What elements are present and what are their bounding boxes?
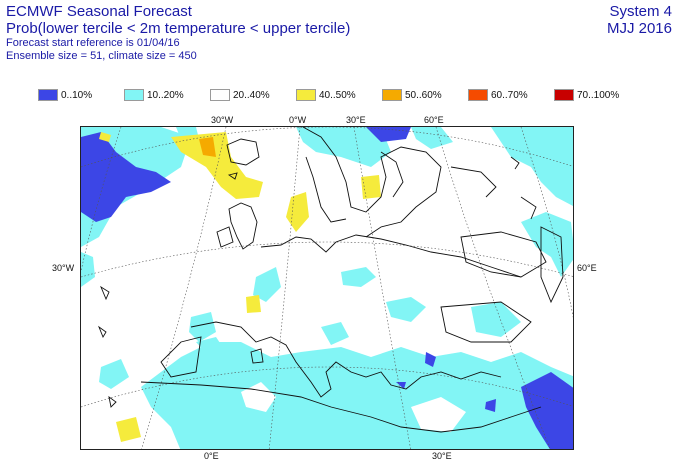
top-lon-label: 0°W	[289, 115, 307, 125]
legend-swatch	[382, 89, 402, 101]
system-label: System 4	[609, 3, 672, 20]
bottom-lon-label: 0°E	[204, 451, 219, 461]
legend-label: 20..40%	[233, 90, 270, 101]
map-subtitle: Prob(lower tercile < 2m temperature < up…	[6, 20, 351, 37]
legend-label: 70..100%	[577, 90, 620, 101]
top-lon-label: 60°E	[424, 115, 444, 125]
left-lon-label: 30°W	[52, 263, 75, 273]
period-label: MJJ 2016	[606, 20, 672, 37]
legend-label: 10..20%	[147, 90, 184, 101]
legend-swatch	[38, 89, 58, 101]
coastlines	[98, 127, 564, 433]
legend-label: 0..10%	[61, 90, 93, 101]
right-lon-label: 60°E	[577, 263, 597, 273]
legend-label: 60..70%	[491, 90, 528, 101]
legend-label: 50..60%	[405, 90, 442, 101]
map-canvas	[81, 127, 573, 449]
forecast-map	[80, 126, 574, 450]
ensemble-size-text: Ensemble size = 51, climate size = 450	[6, 50, 197, 62]
blue-shading	[81, 127, 573, 449]
top-lon-label: 30°E	[346, 115, 366, 125]
legend-swatch	[468, 89, 488, 101]
legend-swatch	[124, 89, 144, 101]
bottom-lon-label: 30°E	[432, 451, 452, 461]
system-block: System 4 MJJ 2016	[607, 3, 672, 37]
orange-shading	[199, 137, 216, 157]
map-title: ECMWF Seasonal Forecast	[6, 3, 192, 20]
title-block: ECMWF Seasonal Forecast Prob(lower terci…	[6, 3, 350, 63]
yellow-shading	[99, 132, 381, 442]
legend-swatch	[296, 89, 316, 101]
graticule	[81, 127, 573, 449]
legend-label: 40..50%	[319, 90, 356, 101]
forecast-start-text: Forecast start reference is 01/04/16	[6, 37, 180, 49]
legend-swatch	[210, 89, 230, 101]
legend-swatch	[554, 89, 574, 101]
top-lon-label: 30°W	[211, 115, 234, 125]
